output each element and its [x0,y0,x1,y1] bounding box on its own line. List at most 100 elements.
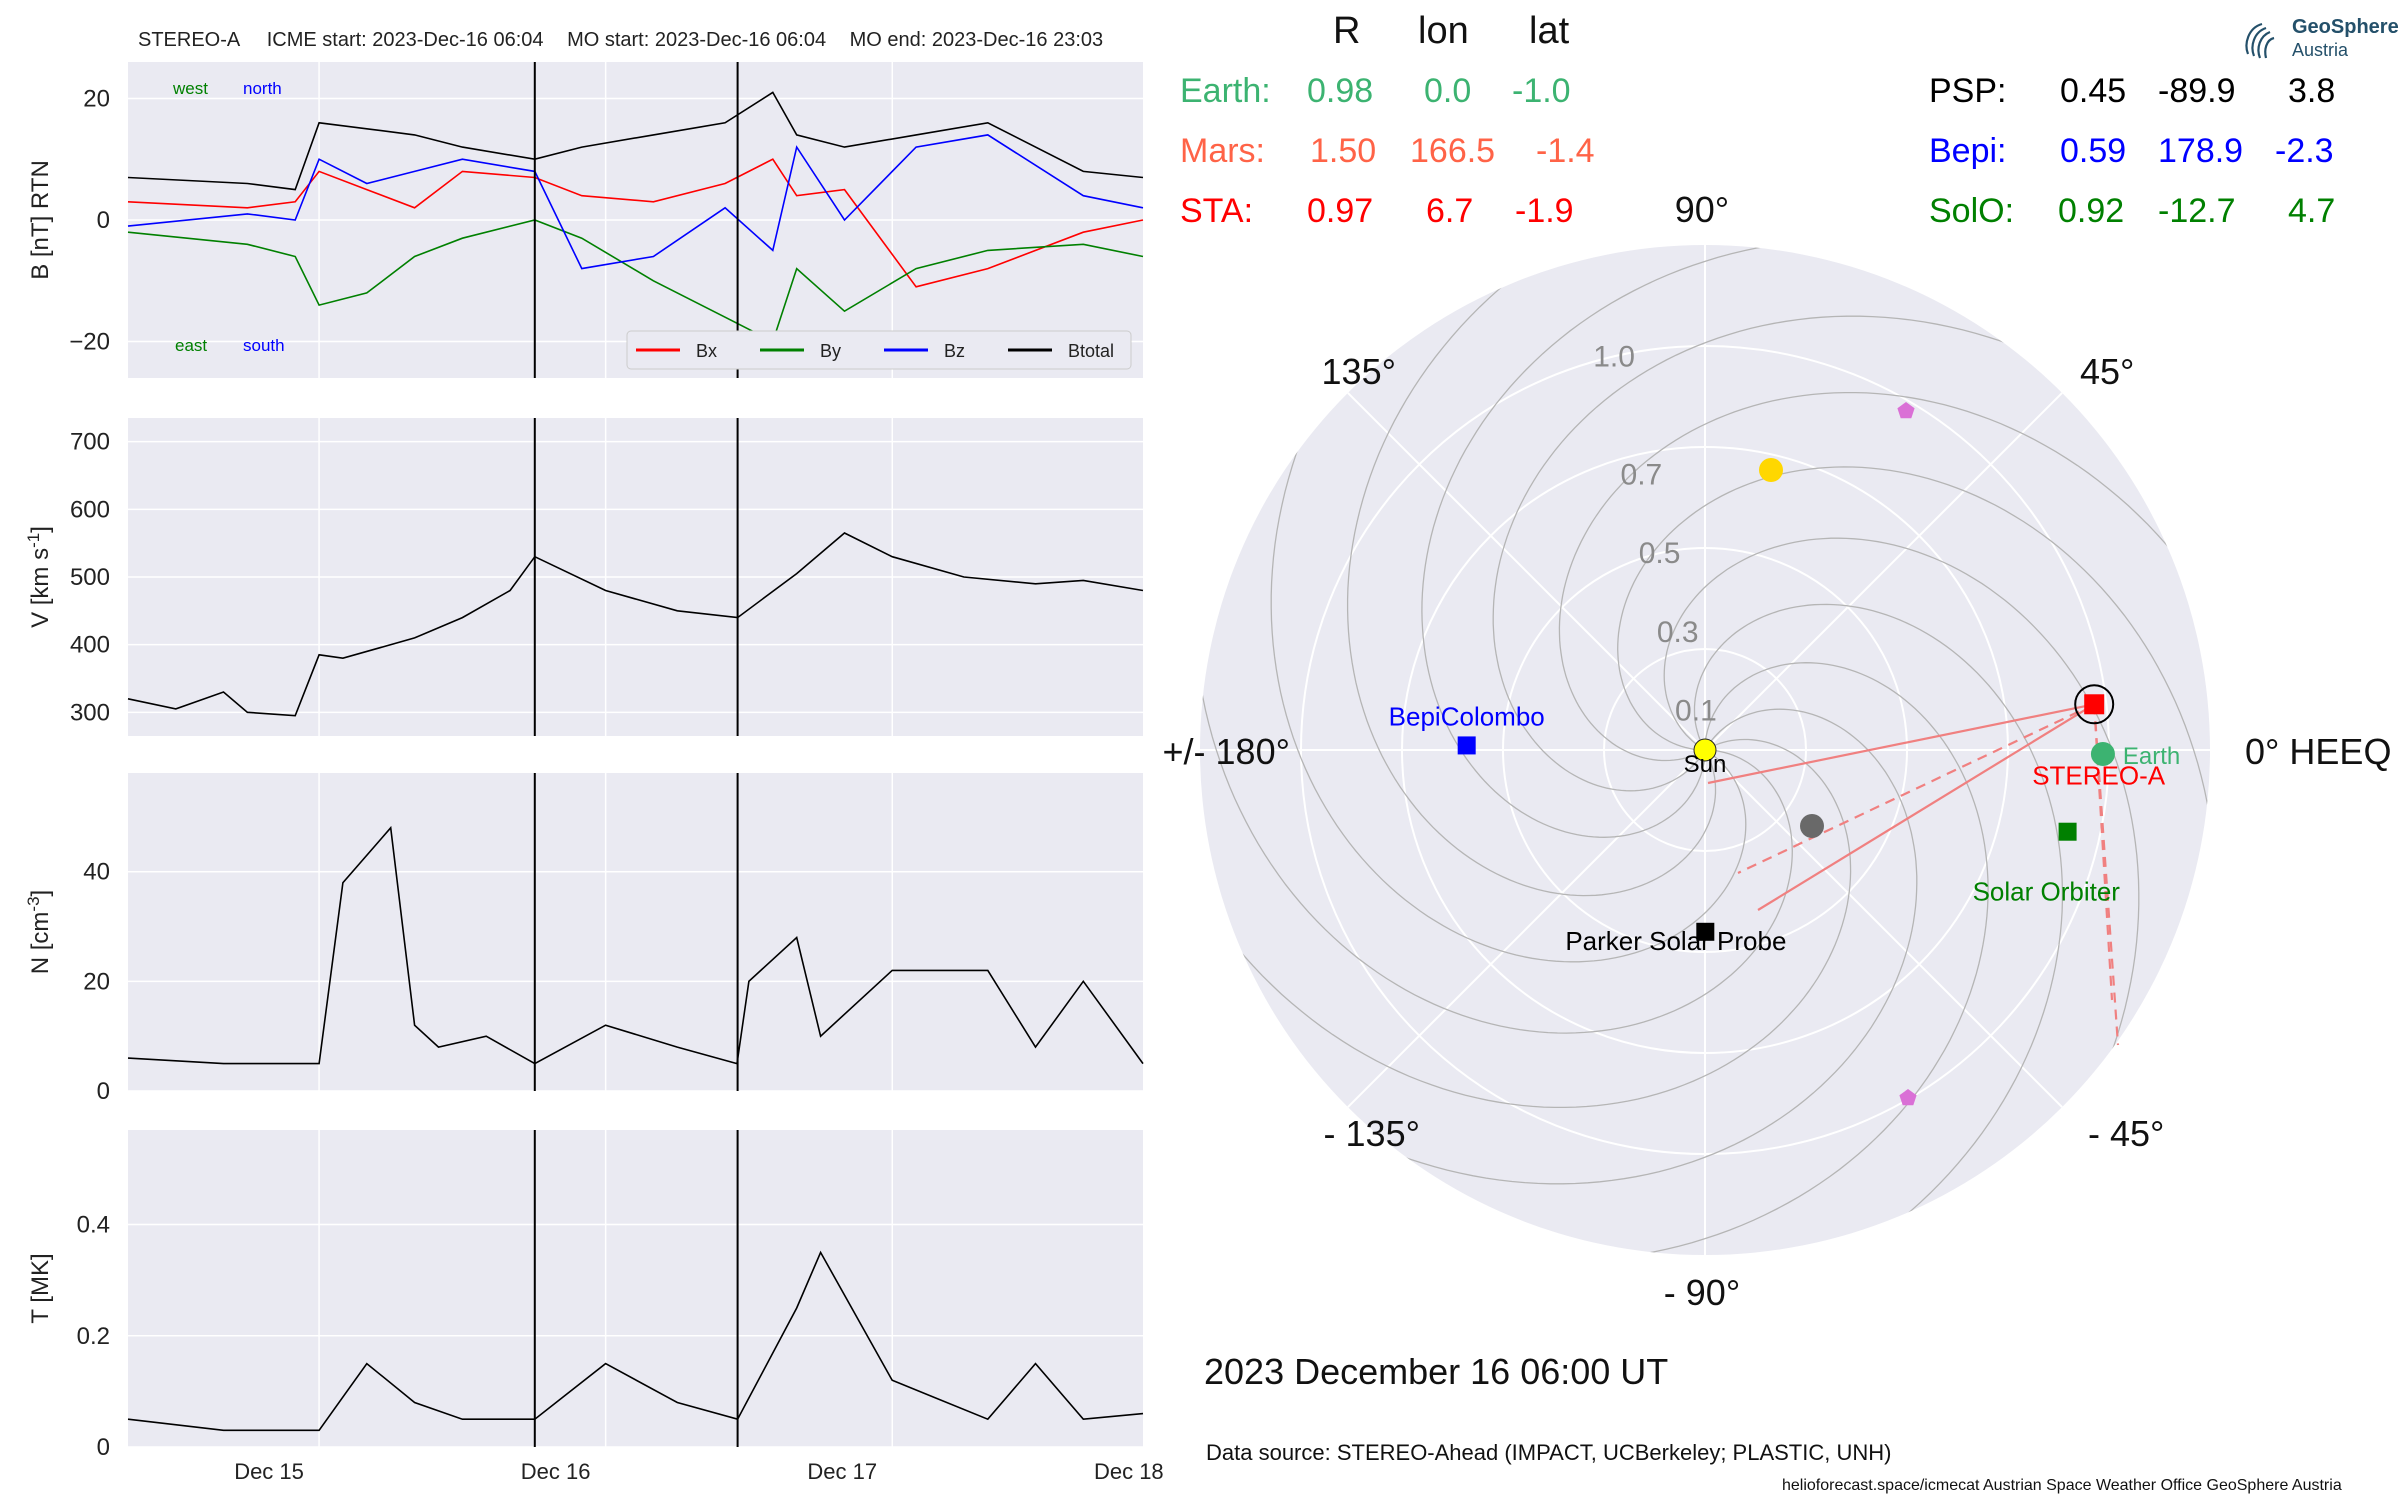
annotation-north: north [243,79,282,98]
radial-tick-label: 1.0 [1593,340,1635,373]
radial-tick-label: 0.5 [1639,537,1681,570]
angle-label: 0° HEEQ [2245,731,2391,772]
icme-start-label: ICME start: 2023-Dec-16 06:04 [266,29,544,51]
parker-spiral-line [1663,537,2140,1099]
earth-label: Earth [2123,743,2180,770]
legend-box [626,330,1132,370]
angle-label: - 90° [1664,1272,1740,1313]
y-tick-label: 0.4 [77,1212,110,1239]
polar-angle-gridline [1347,749,1706,1108]
row-psp-lon: -89.9 [2158,72,2236,110]
stereo-a-ring [2074,684,2115,725]
y-tick-label: 700 [70,429,110,456]
y-axis-label: B [nT] RTN [27,160,54,280]
parker-spiral-line [1200,642,1793,1034]
fov-line [2093,704,2114,1001]
legend: Bx By Bz Btotal [626,330,1132,370]
angle-label: - 135° [1324,1113,1420,1154]
y-tick-label: 20 [83,968,110,995]
y-tick-label: 0 [97,1078,110,1105]
polar-angle-gridline [1704,749,2063,1108]
row-sta-lon: 6.7 [1426,192,1474,230]
parker-spiral-line [1492,315,2054,792]
row-solo-lon: -12.7 [2158,192,2236,230]
y-axis-label-superscript: -3 [24,896,43,911]
angle-label: 135° [1322,351,1396,392]
angle-label: - 45° [2088,1113,2164,1154]
row-bepi-name: Bepi: [1929,132,2007,170]
row-sta-name: STA: [1180,192,1254,230]
timeseries-panels: −20 0 20 B [nT] RTN west north east south Bx By Bz… [24,62,1180,1484]
spacecraft-label: STEREO-A [138,29,240,51]
y-tick-label: −20 [69,329,110,356]
mo-start-label: MO start: 2023-Dec-16 06:04 [567,29,827,51]
x-tick-label: Dec 16 [521,1459,591,1484]
row-bepi-lon: 178.9 [2158,132,2244,170]
y-tick-label: 500 [70,564,110,591]
radial-tick-label: 0.3 [1657,616,1699,649]
y-tick-label: 400 [70,632,110,659]
radial-tick-label: 0.1 [1675,695,1717,728]
y-axis-label: V [km s-1] [24,526,55,628]
parker-spiral-line [1208,738,1852,1109]
series-line-by [127,219,1144,343]
row-psp-lat: 3.8 [2288,72,2336,110]
earth-marker [2090,742,2115,766]
row-mars-lat: -1.4 [1536,132,1595,170]
polar-angle-gridline [1704,392,2063,751]
series-line-bz [127,134,1144,270]
row-earth-lon: 0.0 [1424,72,1472,110]
table-header-lon: lon [1418,10,1469,52]
panel-3: 0 20 40 N [cm-3] [24,773,1180,1105]
bepicolombo-marker [1457,736,1476,755]
panel-2: 300 400 500 600 700 V [km s-1] [24,418,1180,736]
y-axis-label: T [MK] [27,1253,54,1323]
row-bepi-r: 0.59 [2060,132,2127,170]
parker-spiral-line [1421,245,1813,838]
series-line [127,825,1144,1065]
y-tick-label: 0.2 [77,1323,110,1350]
series-line-bx [127,158,1144,288]
panel-1: −20 0 20 B [nT] RTN west north east south Bx By Bz… [27,62,1180,378]
angle-label: 90° [1675,189,1729,230]
y-axis-label: N [cm-3] [24,890,55,974]
panel-background [128,1130,1143,1447]
polar-angle-gridline [1347,392,1706,751]
legend-label-bz: Bz [944,341,965,361]
data-source-label: Data source: STEREO-Ahead (IMPACT, UCBer… [1206,1440,1892,1465]
angle-label: 45° [2080,351,2134,392]
annotation-south: south [243,336,285,355]
fov-line [1737,703,2095,874]
panel-4: 0 0.2 0.4 T [MK] Dec 15 Dec 16 Dec 17 Dec 18 [27,1130,1180,1484]
pentagon-marker-upper [1897,402,1915,419]
row-solo-name: SolO: [1929,192,2015,230]
mo-end-label: MO end: 2023-Dec-16 23:03 [849,29,1104,51]
legend-label-btotal: Btotal [1068,341,1114,361]
logo-line2: Austria [2292,40,2349,60]
row-psp-name: PSP: [1929,72,2007,110]
bepicolombo-label: BepiColombo [1389,701,1545,731]
annotation-east: east [175,336,207,355]
parker-spiral-line [1597,662,1989,1255]
solar-orbiter-marker [2058,822,2077,841]
y-tick-label: 600 [70,496,110,523]
row-psp-r: 0.45 [2060,72,2127,110]
row-mars-name: Mars: [1180,132,1265,170]
geosphere-logo-mark-icon [2245,22,2275,59]
y-tick-label: 20 [83,85,110,112]
fov-line [1757,703,2095,911]
sun-marker [1693,738,1717,762]
parker-spiral-line [1693,603,2064,1247]
table-header-r: R [1333,10,1361,52]
y-tick-label: 300 [70,699,110,726]
solar-orbiter-label: Solar Orbiter [1973,877,2121,907]
parker-spiral-line [1270,401,1747,963]
row-solo-lat: 4.7 [2288,192,2336,230]
parker-spiral-line [1346,253,1717,897]
unlabeled-yellow-marker [1759,458,1783,482]
row-solo-r: 0.92 [2058,192,2125,230]
parker-solar-probe-marker [1696,922,1715,941]
pentagon-marker-lower [1899,1089,1917,1106]
logo-line1: GeoSphere [2292,16,2399,38]
